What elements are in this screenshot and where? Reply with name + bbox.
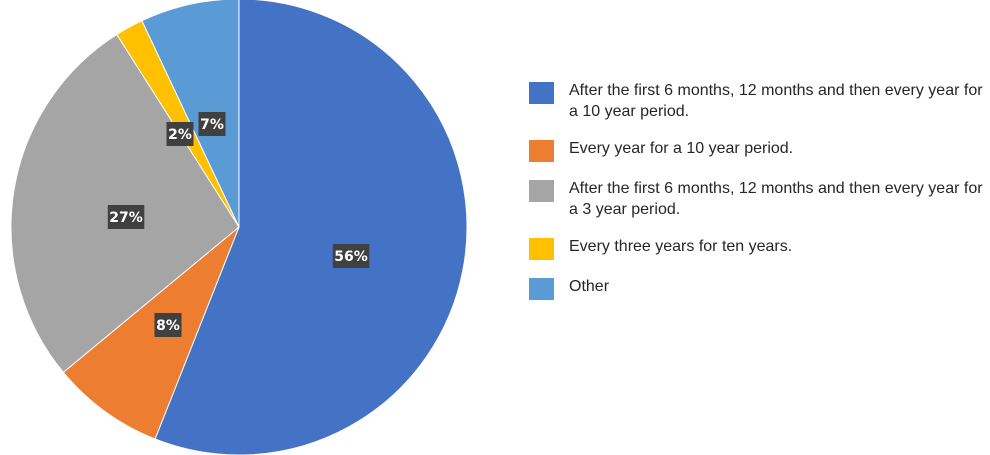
legend-label: After the first 6 months, 12 months and … xyxy=(569,180,983,218)
legend-swatch xyxy=(529,278,554,300)
legend-label: Every year for a 10 year period. xyxy=(569,140,794,157)
legend-swatch xyxy=(529,82,554,104)
legend-label: Every three years for ten years. xyxy=(569,238,793,255)
pie-slices xyxy=(10,0,468,455)
legend-item: Every year for a 10 year period. xyxy=(529,138,990,162)
legend-item: After the first 6 months, 12 months and … xyxy=(529,80,990,122)
pie-data-labels: 56% 8% 27% 2% 7% xyxy=(107,112,370,337)
legend-swatch xyxy=(529,238,554,260)
data-label-background xyxy=(107,205,145,229)
legend-item: Other xyxy=(529,276,990,300)
pie-slice xyxy=(10,33,240,374)
legend-item: Every three years for ten years. xyxy=(529,236,990,260)
data-label-background xyxy=(154,313,182,337)
data-label: 7% xyxy=(198,112,226,136)
pie-slice xyxy=(62,226,240,440)
legend-swatch xyxy=(529,180,554,202)
data-label-text: 2% xyxy=(168,127,192,143)
data-label: 2% xyxy=(166,122,194,146)
legend: After the first 6 months, 12 months and … xyxy=(529,80,990,316)
legend-label: Other xyxy=(569,278,610,295)
data-label: 27% xyxy=(107,205,145,229)
data-label-background xyxy=(198,112,226,136)
legend-label: After the first 6 months, 12 months and … xyxy=(569,82,983,120)
data-label: 8% xyxy=(154,313,182,337)
data-label: 56% xyxy=(332,244,370,268)
data-label-text: 7% xyxy=(200,117,224,133)
pie-slice xyxy=(154,0,468,455)
data-label-text: 8% xyxy=(156,318,180,334)
data-label-text: 27% xyxy=(109,210,143,226)
data-label-background xyxy=(166,122,194,146)
legend-item: After the first 6 months, 12 months and … xyxy=(529,178,990,220)
data-label-background xyxy=(332,244,370,268)
pie-slice xyxy=(141,0,240,228)
data-label-text: 56% xyxy=(334,249,368,265)
legend-swatch xyxy=(529,140,554,162)
